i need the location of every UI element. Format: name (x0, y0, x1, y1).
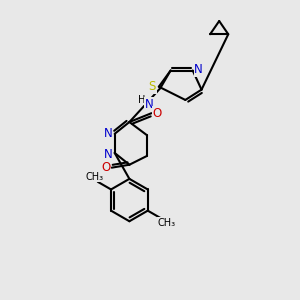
Text: O: O (101, 161, 110, 174)
Text: H: H (138, 94, 146, 105)
Text: N: N (104, 148, 112, 160)
Text: CH₃: CH₃ (85, 172, 103, 182)
Text: N: N (145, 98, 154, 111)
Text: O: O (153, 107, 162, 120)
Text: CH₃: CH₃ (157, 218, 176, 228)
Text: N: N (194, 63, 203, 76)
Text: N: N (104, 127, 112, 140)
Text: S: S (149, 80, 156, 93)
